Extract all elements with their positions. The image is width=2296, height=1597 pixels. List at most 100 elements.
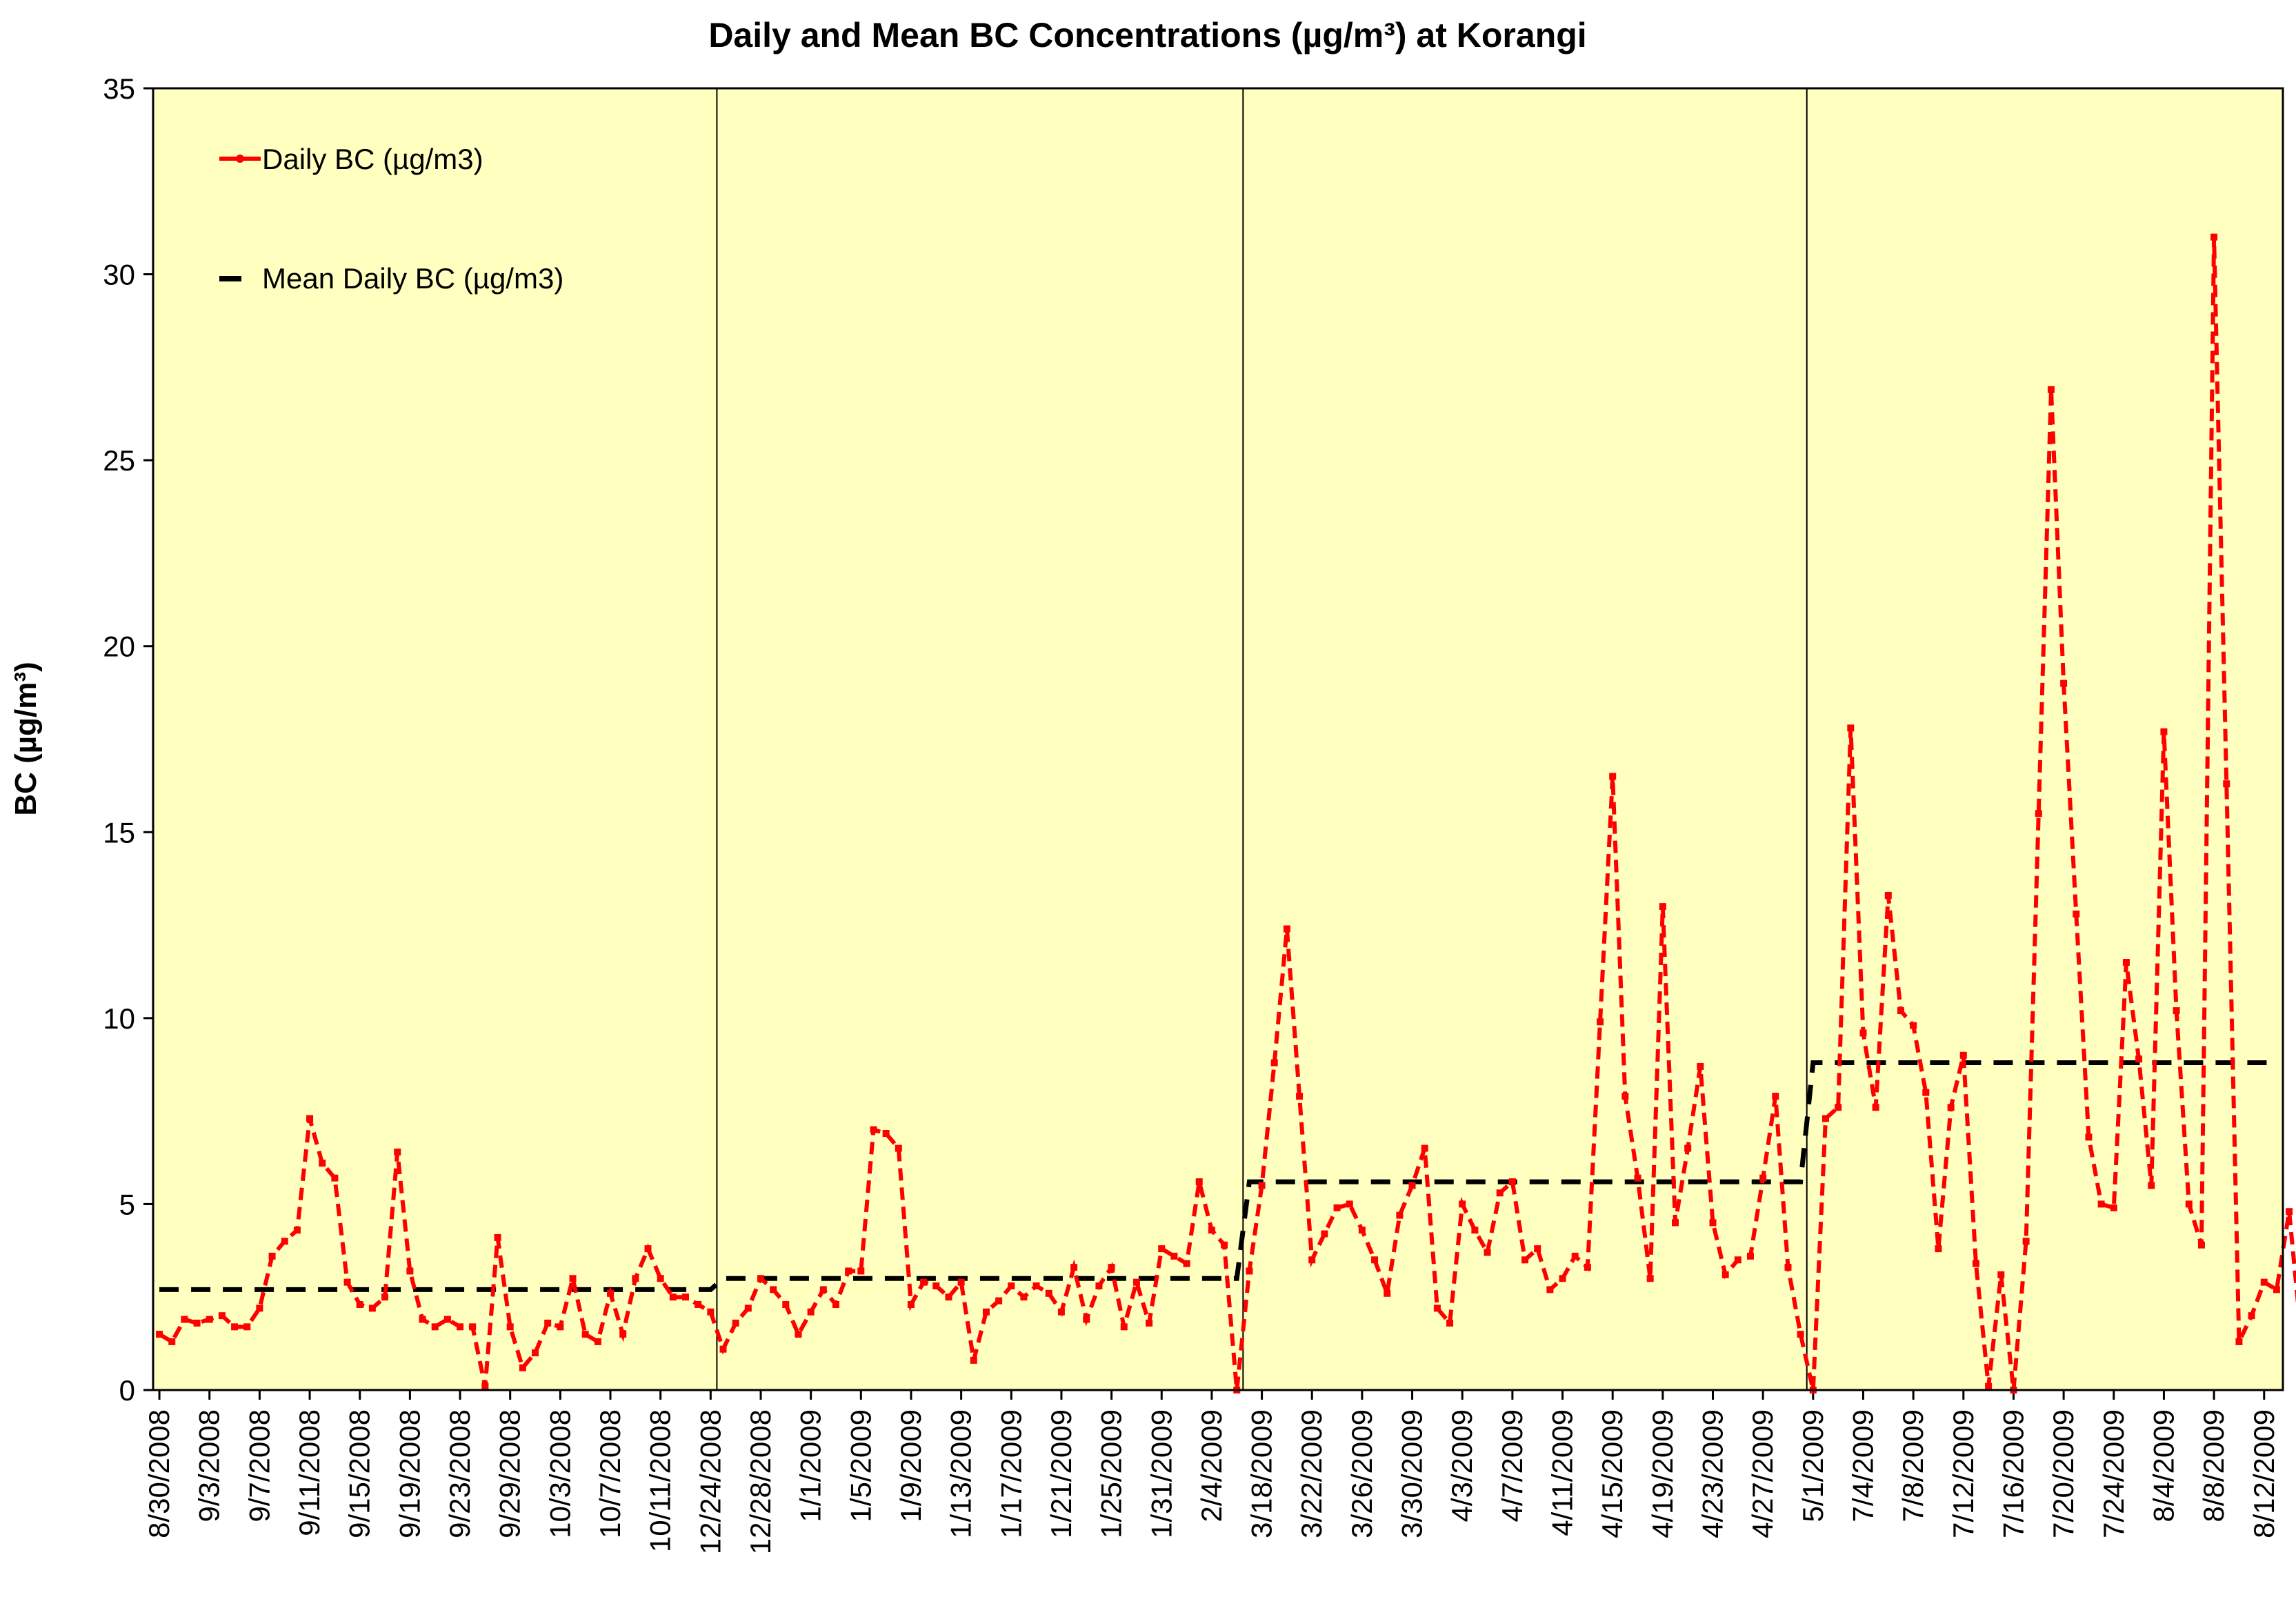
daily-point — [1534, 1245, 1541, 1253]
x-tick-label: 9/23/2008 — [443, 1409, 476, 1538]
daily-point — [1008, 1282, 1015, 1290]
daily-point — [870, 1126, 877, 1133]
x-tick-label: 12/28/2008 — [744, 1409, 777, 1554]
x-tick-label: 5/1/2009 — [1797, 1409, 1829, 1522]
daily-point — [2085, 1133, 2093, 1141]
x-tick-label: 4/27/2009 — [1746, 1409, 1779, 1538]
daily-point — [494, 1233, 501, 1241]
daily-point — [1246, 1267, 1253, 1275]
daily-point — [732, 1319, 739, 1327]
daily-point — [256, 1305, 263, 1312]
daily-point — [168, 1338, 176, 1345]
x-tick-label: 3/18/2009 — [1246, 1409, 1278, 1538]
daily-point — [581, 1331, 589, 1338]
daily-point — [2110, 1204, 2117, 1211]
daily-point — [1672, 1219, 1679, 1227]
daily-point — [907, 1300, 915, 1308]
daily-point — [1484, 1249, 1491, 1256]
daily-point — [2022, 1238, 2030, 1245]
daily-point — [2273, 1286, 2280, 1293]
daily-point — [2148, 1182, 2155, 1189]
daily-point — [1283, 925, 1290, 933]
daily-point — [419, 1316, 426, 1323]
daily-point — [882, 1129, 890, 1137]
daily-point — [1835, 1104, 1842, 1111]
daily-point — [1333, 1204, 1341, 1211]
x-tick-label: 7/4/2009 — [1846, 1409, 1879, 1522]
daily-point — [669, 1293, 677, 1301]
daily-point — [2223, 780, 2230, 788]
daily-point — [1559, 1275, 1566, 1282]
daily-point — [2047, 386, 2055, 393]
daily-point — [2248, 1312, 2255, 1320]
daily-point — [619, 1331, 627, 1338]
x-tick-label: 3/26/2009 — [1346, 1409, 1378, 1538]
daily-point — [2160, 728, 2168, 735]
daily-point — [1759, 1174, 1767, 1182]
daily-line — [158, 237, 2296, 1391]
daily-point — [744, 1305, 752, 1312]
legend: Daily BC (µg/m3) Mean Daily BC (µg/m3) — [219, 143, 563, 295]
mean-line — [159, 1060, 2277, 1292]
daily-point — [1020, 1293, 1028, 1301]
x-tick-label: 10/11/2008 — [644, 1409, 677, 1552]
daily-point — [1045, 1289, 1052, 1297]
plot-frame — [152, 87, 2284, 1391]
daily-point — [807, 1308, 815, 1316]
x-tick-label: 12/24/2008 — [694, 1409, 726, 1554]
daily-point — [995, 1297, 1003, 1305]
daily-point — [1421, 1144, 1428, 1152]
daily-point — [1697, 1062, 1704, 1070]
x-tick-label: 1/31/2009 — [1145, 1409, 1177, 1538]
x-tick-label: 7/8/2009 — [1897, 1409, 1929, 1522]
x-tick-label: 3/30/2009 — [1396, 1409, 1428, 1538]
daily-point — [1947, 1104, 1955, 1111]
daily-point — [481, 1382, 489, 1390]
daily-point — [1132, 1278, 1140, 1286]
daily-point — [1734, 1256, 1741, 1264]
daily-point — [632, 1275, 639, 1282]
daily-point — [657, 1275, 664, 1282]
daily-point — [1897, 1007, 1904, 1015]
daily-point — [1684, 1144, 1692, 1152]
daily-point — [2185, 1200, 2193, 1208]
plot-area — [153, 88, 2283, 1390]
daily-point — [1346, 1200, 1353, 1208]
daily-point — [2122, 958, 2130, 966]
y-tick-label: 10 — [103, 1002, 135, 1035]
daily-point — [819, 1286, 827, 1293]
daily-point — [1747, 1252, 1754, 1260]
daily-point — [770, 1286, 777, 1293]
daily-point — [1496, 1189, 1504, 1197]
daily-point — [1270, 1059, 1278, 1067]
daily-point — [845, 1267, 852, 1275]
daily-point — [1221, 1241, 1228, 1249]
daily-point — [1433, 1305, 1441, 1312]
x-tick-label: 7/16/2009 — [1997, 1409, 2029, 1538]
daily-point — [2073, 910, 2080, 917]
x-tick-label: 8/30/2008 — [143, 1409, 175, 1538]
daily-point — [1258, 1182, 1266, 1189]
x-tick-label: 1/9/2009 — [895, 1409, 927, 1522]
x-tick-label: 1/13/2009 — [945, 1409, 977, 1538]
y-tick-label: 15 — [103, 816, 135, 849]
y-tick-label: 25 — [103, 444, 135, 477]
x-tick-label: 9/3/2008 — [193, 1409, 226, 1522]
x-tick-label: 9/7/2008 — [243, 1409, 275, 1522]
daily-point — [644, 1245, 652, 1253]
daily-point — [1571, 1252, 1579, 1260]
x-tick-label: 4/11/2009 — [1546, 1409, 1579, 1536]
daily-point — [181, 1316, 188, 1323]
daily-point — [1508, 1178, 1516, 1186]
daily-point — [394, 1148, 401, 1155]
x-tick-label: 1/21/2009 — [1045, 1409, 1077, 1538]
daily-point — [945, 1293, 952, 1301]
daily-point — [231, 1323, 239, 1331]
daily-point — [1935, 1245, 1942, 1253]
daily-point — [1095, 1282, 1103, 1290]
daily-point — [2173, 1007, 2180, 1015]
daily-point — [594, 1338, 601, 1345]
daily-series — [156, 233, 2296, 1393]
x-tick-label: 4/23/2009 — [1697, 1409, 1729, 1538]
mean-series — [159, 1060, 2277, 1292]
